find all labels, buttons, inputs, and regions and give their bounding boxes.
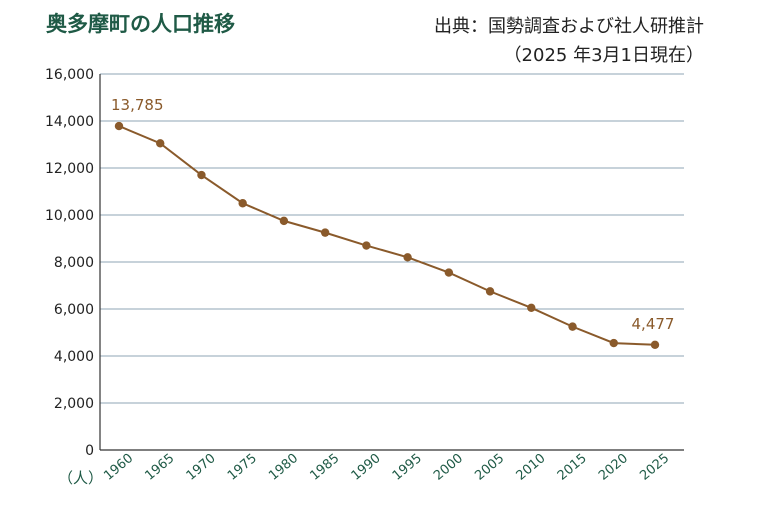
data-point [609,338,618,348]
y-tick-label: 0 [85,443,94,459]
series-line [118,125,656,346]
y-tick-label: 10,000 [45,208,94,224]
x-tick-label: 1995 [390,451,425,484]
data-point [403,253,412,262]
x-tick-label: 2015 [555,451,590,484]
data-point [156,139,165,148]
source-line-2: （2025 年3月1日現在） [503,45,704,66]
data-point [362,241,371,250]
y-tick-label: 6,000 [54,302,94,318]
grid-lines [99,73,684,451]
x-tick-label: 1960 [101,451,136,484]
data-point [114,121,124,131]
x-tick-label: 2020 [596,451,631,484]
x-tick-label: 1970 [184,451,219,484]
x-tick-label: 1980 [266,451,301,484]
data-point [650,340,660,349]
y-tick-label: 12,000 [45,161,94,177]
data-point [279,216,289,226]
chart-title: 奥多摩町の人口推移 [46,12,235,36]
source-line-1: 出典：国勢調査および社人研推計 [434,16,704,37]
data-labels: 13,785 4,477 [111,96,674,333]
y-axis-unit: （人） [58,469,103,487]
x-tick-label: 1985 [307,451,342,484]
y-tick-label: 14,000 [45,114,94,130]
data-point [444,268,454,277]
data-label: 4,477 [632,315,675,333]
x-tick-label: 2025 [637,451,672,484]
x-tick-label: 1975 [225,451,260,484]
data-point [320,228,330,237]
y-tick-label: 8,000 [54,255,94,271]
x-tick-label: 2010 [514,451,549,484]
x-tick-label: 2000 [431,451,466,484]
series-population [114,121,660,349]
data-point [197,170,206,180]
x-tick-label: 1965 [142,451,177,484]
y-tick-label: 4,000 [54,349,94,365]
source-note: 出典：国勢調査および社人研推計 （2025 年3月1日現在） [434,12,704,70]
y-axis-ticks: 0 2,000 4,000 6,000 8,000 10,000 12,000 14,000 1… [45,67,94,459]
y-tick-label: 2,000 [54,396,94,412]
x-tick-label: 2005 [472,451,507,484]
data-point [527,303,536,313]
data-point [485,287,495,296]
y-tick-label: 16,000 [45,67,94,83]
data-label: 13,785 [111,96,164,114]
x-axis-ticks: 1960 1965 1970 1975 1980 1985 1990 1995 2000 2005… [101,451,672,484]
x-tick-label: 1990 [349,451,384,484]
data-point [568,322,577,331]
data-point [238,199,247,208]
